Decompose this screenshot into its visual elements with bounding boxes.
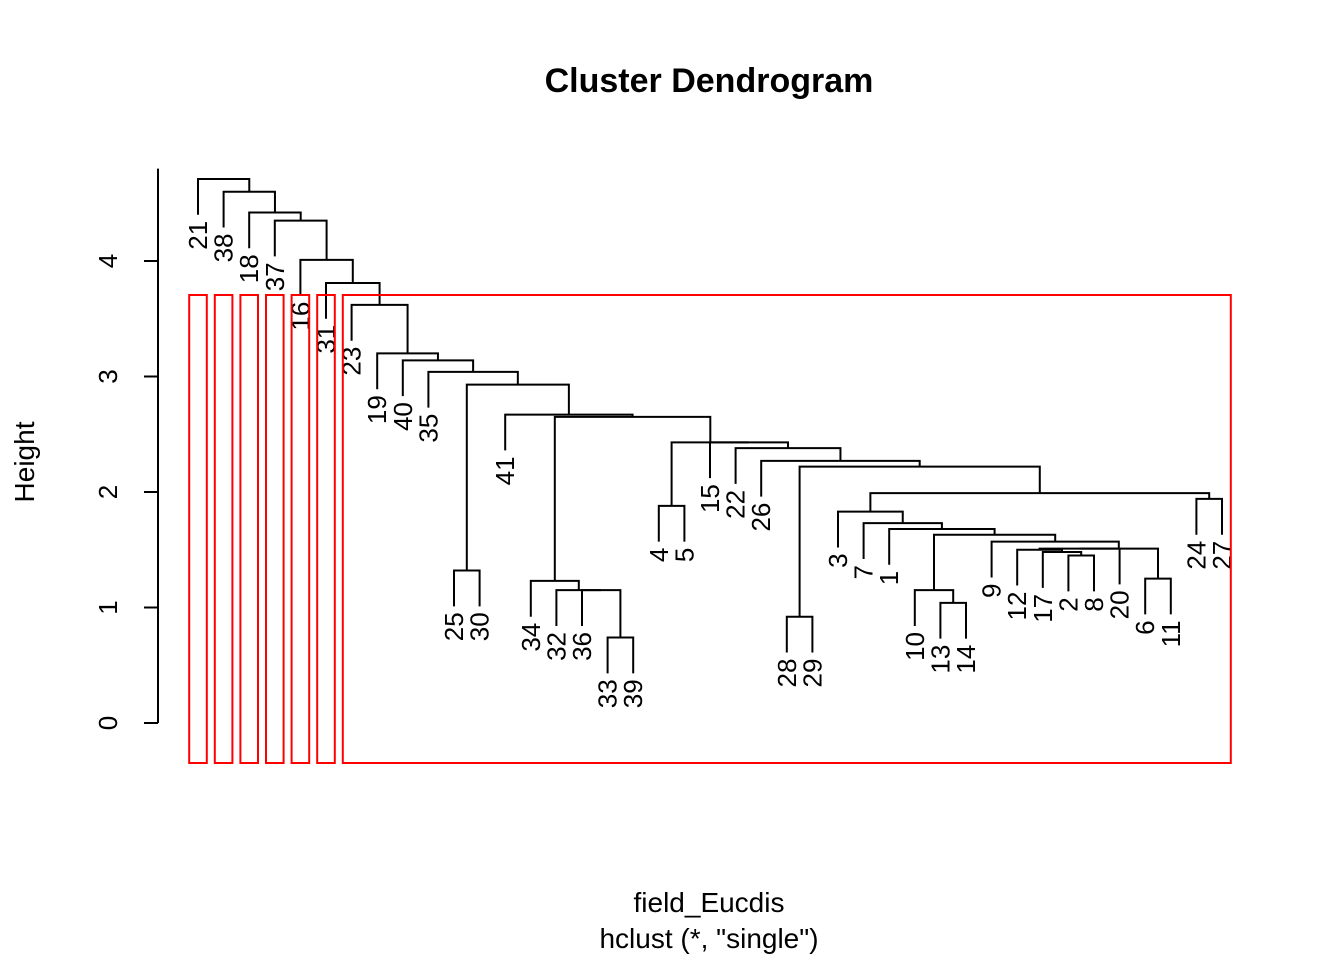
leaf-label: 37 (260, 262, 290, 291)
leaf-label: 30 (465, 612, 495, 641)
leaf-label: 21 (183, 221, 213, 250)
leaf-label: 31 (311, 325, 341, 354)
cluster-rectangle (290, 294, 311, 764)
leaf-label: 24 (1181, 541, 1211, 570)
leaf-label: 27 (1207, 541, 1237, 570)
cluster-rectangle (341, 294, 1232, 764)
leaf-label: 14 (951, 645, 981, 674)
dendrogram-branch (990, 540, 1120, 578)
cluster-rectangle (316, 294, 336, 764)
leaf-label: 20 (1105, 590, 1135, 619)
dendrogram-branch (581, 589, 622, 638)
leaf-label: 32 (541, 632, 571, 661)
leaf-label: 36 (567, 632, 597, 661)
leaf-label: 6 (1130, 620, 1160, 634)
leaf-label: 10 (900, 632, 930, 661)
dendrogram-branch (529, 579, 580, 617)
y-tick-label: 4 (93, 254, 123, 268)
dendrogram-branch (869, 492, 1211, 512)
leaf-label: 9 (977, 583, 1007, 597)
y-tick-label: 1 (93, 600, 123, 614)
leaf-label: 4 (644, 548, 674, 562)
cluster-rectangle (239, 294, 259, 764)
dendrogram-branch (273, 219, 328, 260)
leaf-label: 33 (593, 679, 623, 708)
dendrogram-branch (1038, 547, 1121, 585)
leaf-label: 22 (721, 490, 751, 519)
dendrogram-branch (785, 615, 814, 653)
dendrogram-branch (453, 569, 481, 607)
leaf-label: 34 (516, 623, 546, 652)
dendrogram-branch (504, 413, 634, 451)
dendrogram-branch (913, 589, 955, 626)
dendrogram-branch (1016, 548, 1063, 586)
leaf-label: 23 (337, 347, 367, 376)
leaf-label: 28 (772, 659, 802, 688)
leaf-label: 1 (874, 571, 904, 585)
leaf-label: 29 (797, 659, 827, 688)
dendrogram-branch (1041, 551, 1083, 588)
leaf-label: 26 (746, 503, 776, 532)
x-axis-label: field_Eucdis (634, 887, 785, 918)
dendrogram-branch (933, 533, 1057, 591)
leaf-label: 8 (1079, 597, 1109, 611)
leaf-label: 40 (388, 402, 418, 431)
cluster-rectangle (213, 294, 234, 764)
leaf-label: 16 (285, 302, 315, 331)
dendrogram-branch (606, 636, 635, 674)
dendrogram-branch (657, 504, 686, 542)
leaf-labels: 2138183716312319403525304134323633394515… (183, 221, 1237, 708)
leaf-label: 39 (618, 679, 648, 708)
x-axis-sub-label: hclust (*, "single") (599, 923, 818, 954)
leaf-label: 19 (362, 395, 392, 424)
leaf-label: 5 (669, 548, 699, 562)
y-tick-label: 0 (93, 716, 123, 730)
dendrogram-branch (1079, 547, 1159, 579)
dendrogram-branches (197, 177, 1223, 674)
leaf-label: 15 (695, 484, 725, 513)
chart-title: Cluster Dendrogram (545, 62, 874, 100)
y-axis: 0 1 2 3 4 (93, 168, 159, 730)
y-tick-label: 2 (93, 485, 123, 499)
leaf-label: 2 (1053, 597, 1083, 611)
dendrogram-branch (939, 601, 967, 639)
leaf-label: 17 (1028, 594, 1058, 623)
dendrogram-branch (350, 303, 409, 354)
leaf-label: 35 (413, 414, 443, 443)
y-axis-label: Height (9, 421, 40, 502)
leaf-label: 38 (209, 234, 239, 263)
dendrogram-branch (1144, 577, 1172, 615)
leaf-label: 13 (925, 645, 955, 674)
cluster-rectangle (265, 294, 285, 764)
dendrogram-branch (197, 177, 251, 215)
dendrogram-branch (555, 589, 602, 626)
leaf-label: 18 (234, 254, 264, 283)
leaf-label: 7 (849, 565, 879, 579)
dendrogram-branch (670, 441, 750, 506)
dendrogram-branch (1195, 497, 1223, 535)
leaf-label: 11 (1156, 620, 1186, 647)
leaf-label: 25 (439, 612, 469, 641)
leaf-label: 12 (1002, 592, 1032, 621)
cluster-rectangle (188, 294, 208, 764)
y-tick-label: 3 (93, 369, 123, 383)
dendrogram-branch (1067, 554, 1095, 592)
dendrogram-branch (401, 359, 475, 397)
leaf-label: 3 (823, 553, 853, 567)
leaf-label: 41 (490, 456, 520, 485)
dendrogram-branch (427, 370, 519, 408)
cluster-rectangles (188, 294, 1232, 764)
